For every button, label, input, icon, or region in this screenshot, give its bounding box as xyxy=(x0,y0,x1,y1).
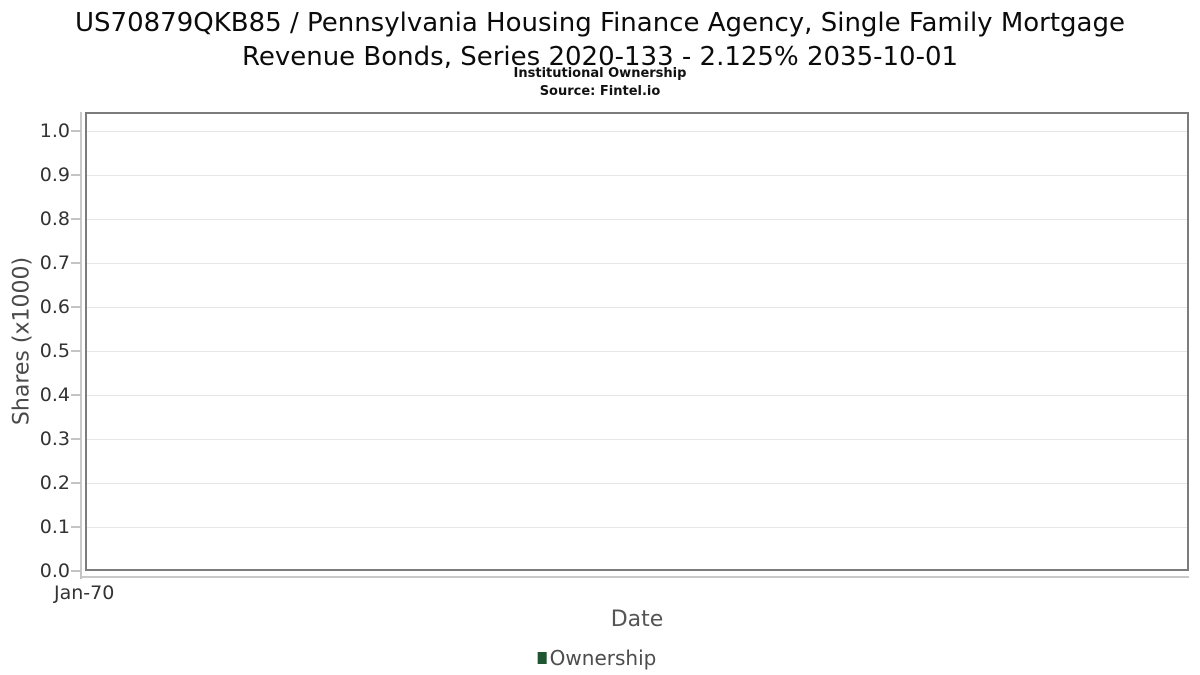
x-axis-line xyxy=(80,576,1189,578)
y-tick-label-0.5: 0.5 xyxy=(39,340,70,362)
gridline-0.1 xyxy=(87,527,1187,528)
y-tick-label-0.0: 0.0 xyxy=(39,560,70,582)
y-tick-label-0.1: 0.1 xyxy=(39,516,70,538)
y-tick-0.0 xyxy=(71,570,81,572)
y-tick-0.7 xyxy=(71,262,81,264)
legend-label: Ownership xyxy=(549,646,657,670)
gridline-0.5 xyxy=(87,351,1187,352)
y-tick-label-0.4: 0.4 xyxy=(39,384,70,406)
y-tick-0.5 xyxy=(71,350,81,352)
gridline-1.0 xyxy=(87,131,1187,132)
y-tick-label-0.7: 0.7 xyxy=(39,252,70,274)
x-axis-title: Date xyxy=(610,607,664,632)
y-tick-label-0.9: 0.9 xyxy=(39,164,70,186)
y-tick-1.0 xyxy=(71,130,81,132)
y-tick-0.4 xyxy=(71,394,81,396)
y-tick-label-0.8: 0.8 xyxy=(39,208,70,230)
y-axis-line xyxy=(80,112,82,578)
y-tick-0.3 xyxy=(71,438,81,440)
chart-source: Source: Fintel.io xyxy=(539,84,661,99)
chart-subtitle: Institutional Ownership xyxy=(513,66,687,81)
y-tick-label-0.2: 0.2 xyxy=(39,472,70,494)
chart-title: US70879QKB85 / Pennsylvania Housing Fina… xyxy=(0,6,1200,74)
y-tick-label-1.0: 1.0 xyxy=(39,120,70,142)
plot-area xyxy=(85,112,1189,571)
chart-title-line1: US70879QKB85 / Pennsylvania Housing Fina… xyxy=(75,8,1125,38)
gridline-0.9 xyxy=(87,175,1187,176)
gridline-0.7 xyxy=(87,263,1187,264)
gridline-0.6 xyxy=(87,307,1187,308)
gridline-0.4 xyxy=(87,395,1187,396)
y-tick-label-0.3: 0.3 xyxy=(39,428,70,450)
legend: Ownership xyxy=(537,646,657,670)
x-tick-label: Jan-70 xyxy=(54,582,115,604)
gridline-0.3 xyxy=(87,439,1187,440)
y-axis-title: Shares (x1000) xyxy=(9,256,35,426)
y-tick-0.9 xyxy=(71,174,81,176)
y-tick-0.2 xyxy=(71,482,81,484)
gridline-0.2 xyxy=(87,483,1187,484)
ownership-series-swatch-icon xyxy=(537,652,547,664)
chart-title-line2: Revenue Bonds, Series 2020-133 - 2.125% … xyxy=(241,42,959,72)
x-tick xyxy=(80,571,82,579)
y-tick-0.1 xyxy=(71,526,81,528)
gridline-0.8 xyxy=(87,219,1187,220)
y-tick-label-0.6: 0.6 xyxy=(39,296,70,318)
y-tick-0.8 xyxy=(71,218,81,220)
y-tick-0.6 xyxy=(71,306,81,308)
